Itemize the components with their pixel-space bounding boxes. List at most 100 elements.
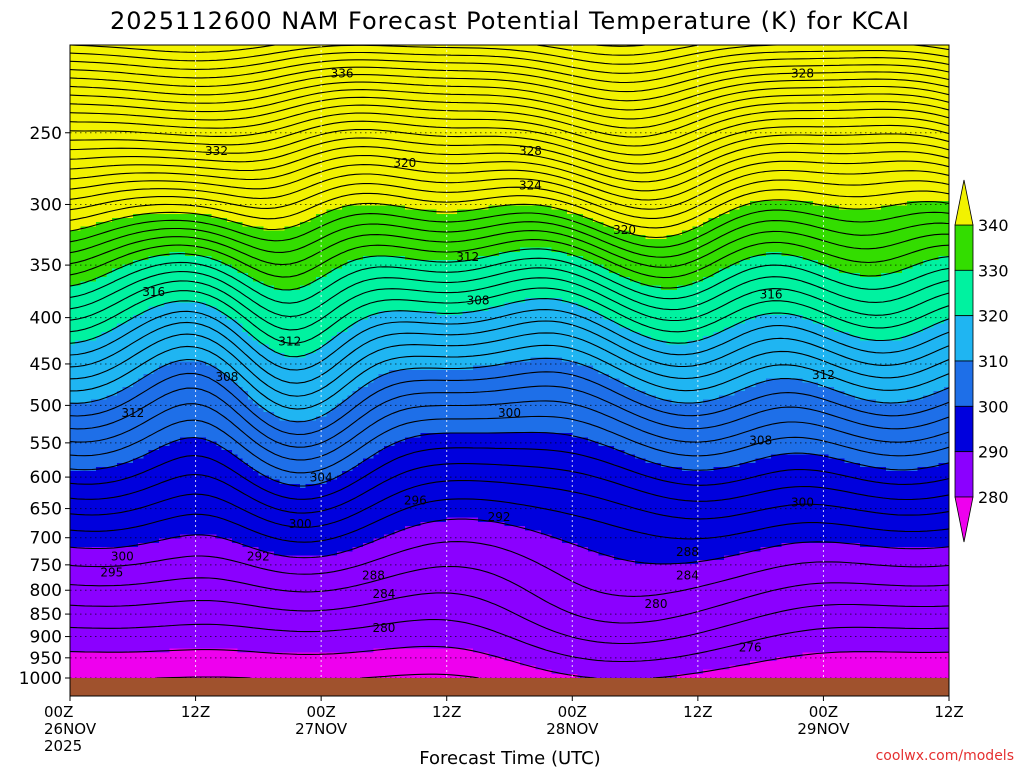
x-tick-label: 12Z xyxy=(181,703,210,721)
contour-label: 300 xyxy=(289,517,312,531)
colorbar-band xyxy=(954,315,974,362)
contour-label: 324 xyxy=(519,179,542,193)
contour-label: 336 xyxy=(331,66,354,80)
contour-label: 308 xyxy=(467,294,490,308)
contour-label: 292 xyxy=(247,549,270,563)
contour-label: 288 xyxy=(362,569,385,583)
contour-332 xyxy=(70,239,949,279)
contour-362 xyxy=(70,100,949,138)
contour-340 xyxy=(70,199,949,239)
contour-312 xyxy=(70,344,949,410)
contour-label: 320 xyxy=(613,223,636,237)
x-tick-label: 00Z xyxy=(44,703,73,721)
colorbar-band xyxy=(954,224,974,271)
contour-356 xyxy=(70,124,949,165)
contour-label: 328 xyxy=(519,144,542,158)
colorbar-top-arrow xyxy=(954,179,974,226)
colorbar-tick-label: 300 xyxy=(978,397,1009,416)
contour-320 xyxy=(70,298,949,358)
contour-label: 284 xyxy=(372,587,395,601)
contour-290 xyxy=(70,518,949,565)
y-tick-label: 250 xyxy=(30,124,62,144)
contour-278 xyxy=(70,673,479,678)
contour-328 xyxy=(70,257,949,304)
contour-368 xyxy=(70,78,949,111)
contour-286 xyxy=(70,565,949,624)
contour-label: 292 xyxy=(488,510,511,524)
contour-352 xyxy=(70,142,949,183)
colorbar-tick-label: 310 xyxy=(978,352,1009,371)
contour-label: 280 xyxy=(372,621,395,635)
contour-280 xyxy=(70,645,949,678)
colorbar: 340 330 320 310 300 290 280 xyxy=(954,179,1009,543)
contour-376 xyxy=(70,50,949,74)
y-tick-label: 1000 xyxy=(19,669,62,689)
contour-358 xyxy=(70,116,949,156)
colorbar-tick-label: 330 xyxy=(978,261,1009,280)
contour-300 xyxy=(70,431,949,487)
y-tick-label: 700 xyxy=(30,529,62,549)
contour-310 xyxy=(70,357,949,423)
contour-label: 300 xyxy=(111,549,134,563)
contour-288 xyxy=(70,541,949,597)
x-tick-label: 00Z xyxy=(809,703,838,721)
contour-324 xyxy=(70,277,949,331)
x-tick-label: 12Z xyxy=(934,703,963,721)
contour-330 xyxy=(70,248,949,291)
contour-label: 320 xyxy=(393,156,416,170)
contour-374 xyxy=(70,57,949,84)
x-tick-label: 12Z xyxy=(683,703,712,721)
x-tick-label: 00Z xyxy=(306,703,335,721)
contour-label: 300 xyxy=(791,495,814,509)
contour-316 xyxy=(70,320,949,384)
contour-label: 332 xyxy=(205,144,228,158)
y-tick-label: 900 xyxy=(30,628,62,648)
colorbar-tick-label: 290 xyxy=(978,443,1009,462)
contour-304 xyxy=(70,400,949,461)
y-tick-label: 500 xyxy=(30,396,62,416)
x-tick-label: 2025 xyxy=(44,737,82,755)
plot-frame xyxy=(69,44,950,697)
contour-342 xyxy=(70,189,949,229)
contour-350 xyxy=(70,151,949,192)
y-axis: 250 300 350 400 450 500 550 600 650 700 750 800 850 9… xyxy=(19,124,70,689)
y-tick-label: 600 xyxy=(30,468,62,488)
contour-label: 276 xyxy=(739,640,762,654)
x-tick-label: 28NOV xyxy=(546,720,599,738)
contour-298 xyxy=(70,447,949,500)
y-tick-label: 300 xyxy=(30,195,62,215)
contour-344 xyxy=(70,179,949,219)
contour-326 xyxy=(70,267,949,318)
contour-308 xyxy=(70,371,949,436)
grid-lines xyxy=(70,45,949,679)
contour-284 xyxy=(70,592,949,645)
y-tick-label: 450 xyxy=(30,355,62,375)
contour-366 xyxy=(70,85,949,120)
colorbar-bottom-arrow xyxy=(954,496,974,543)
contour-338 xyxy=(70,209,949,248)
colorbar-band xyxy=(954,269,974,317)
x-axis-label: Forecast Time (UTC) xyxy=(419,748,600,768)
contour-314 xyxy=(70,332,949,397)
contour-label: 316 xyxy=(760,287,783,301)
chart-title: 2025112600 NAM Forecast Potential Temper… xyxy=(110,7,910,35)
contour-label: 308 xyxy=(749,434,772,448)
colorbar-tick-label: 280 xyxy=(978,488,1009,507)
x-tick-label: 00Z xyxy=(558,703,587,721)
y-tick-label: 550 xyxy=(30,434,62,454)
contour-322 xyxy=(70,287,949,344)
ground-surface xyxy=(70,678,949,696)
plot-area: 336 328 332 328 320 324 320 312 316 308 316 312 308 3… xyxy=(69,44,950,697)
contour-label: 304 xyxy=(310,471,333,485)
colorbar-band xyxy=(954,451,974,498)
contour-label: 312 xyxy=(456,250,479,264)
contour-label: 280 xyxy=(645,597,668,611)
y-tick-label: 800 xyxy=(30,581,62,601)
contour-label: 312 xyxy=(121,406,144,420)
contour-378 xyxy=(70,45,949,65)
contour-282 xyxy=(70,618,949,663)
contour-labels: 336 328 332 328 320 324 320 312 316 308 316 312 308 3… xyxy=(100,66,834,654)
contour-346 xyxy=(70,169,949,210)
x-tick-label: 12Z xyxy=(432,703,461,721)
